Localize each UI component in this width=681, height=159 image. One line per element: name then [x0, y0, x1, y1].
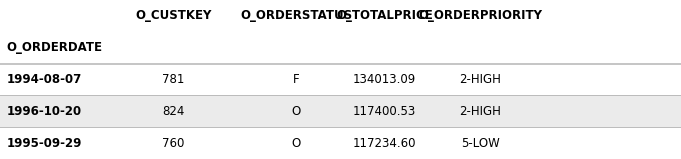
Text: O: O	[291, 137, 301, 150]
Text: 760: 760	[163, 137, 185, 150]
Text: O: O	[291, 105, 301, 118]
Text: 2-HIGH: 2-HIGH	[459, 73, 501, 86]
Bar	[0, 64, 681, 95]
Text: F: F	[293, 73, 300, 86]
Text: 117234.60: 117234.60	[353, 137, 417, 150]
Text: 781: 781	[163, 73, 185, 86]
Text: 117400.53: 117400.53	[353, 105, 416, 118]
Text: 1996-10-20: 1996-10-20	[7, 105, 82, 118]
Text: 824: 824	[163, 105, 185, 118]
Text: 2-HIGH: 2-HIGH	[459, 105, 501, 118]
Text: 5-LOW: 5-LOW	[461, 137, 499, 150]
Text: 1995-09-29: 1995-09-29	[7, 137, 82, 150]
Bar	[0, 127, 681, 159]
Text: O_ORDERSTATUS: O_ORDERSTATUS	[240, 9, 352, 22]
Text: O_ORDERPRIORITY: O_ORDERPRIORITY	[418, 9, 542, 22]
Text: 1994-08-07: 1994-08-07	[7, 73, 82, 86]
Bar	[0, 95, 681, 127]
Text: O_ORDERDATE: O_ORDERDATE	[7, 41, 103, 54]
Text: O_CUSTKEY: O_CUSTKEY	[136, 9, 212, 22]
Text: 134013.09: 134013.09	[353, 73, 416, 86]
Text: O_TOTALPRICE: O_TOTALPRICE	[336, 9, 433, 22]
